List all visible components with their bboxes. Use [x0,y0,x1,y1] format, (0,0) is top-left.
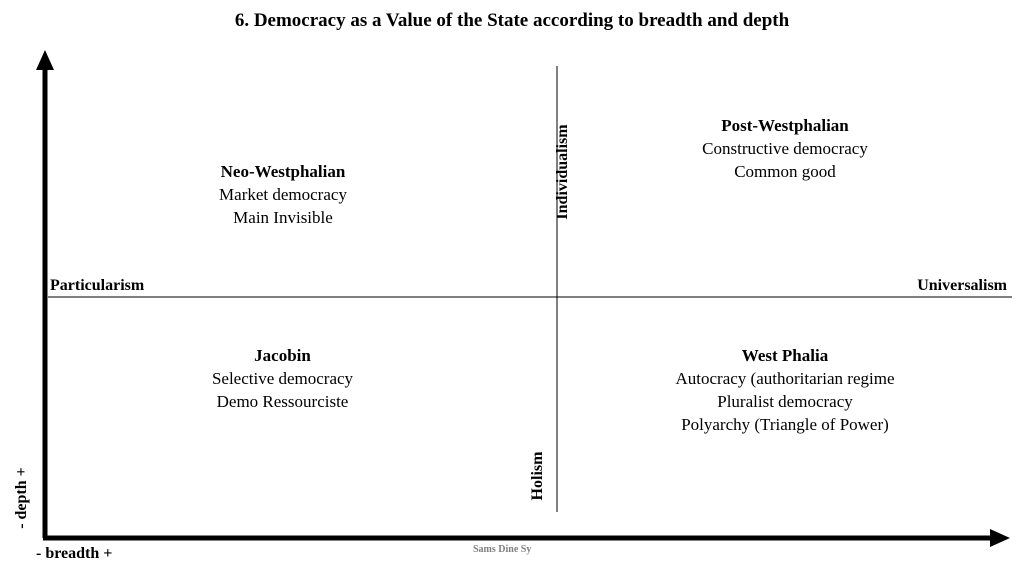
quadrant-line: Constructive democracy [702,139,868,158]
quadrant-heading: West Phalia [741,346,829,365]
diagram-title: 6. Democracy as a Value of the State acc… [234,10,790,31]
quadrant-jacobin: Jacobin Selective democracy Demo Ressour… [170,344,395,413]
axis-label-individualism: Individualism [554,124,571,220]
axis-label-particularism: Particularism [50,277,145,294]
quadrant-line: Market democracy [219,185,347,204]
quadrant-line: Autocracy (authoritarian regime [675,369,895,388]
x-axis-arrowhead [990,529,1010,547]
x-axis-label: - breadth + [36,545,113,562]
quadrant-line: Selective democracy [211,369,354,388]
quadrant-post-westphalian: Post-Westphalian Constructive democracy … [640,114,930,183]
quadrant-line: Pluralist democracy [717,392,853,411]
author-credit: Sams Dine Sy [473,544,532,555]
quadrant-line: Polyarchy (Triangle of Power) [681,415,889,434]
axis-label-holism: Holism [529,451,546,501]
quadrant-line: Demo Ressourciste [216,392,349,411]
y-axis-arrowhead [36,50,54,70]
y-axis-label: - depth + [13,467,30,529]
quadrant-west-phalia: West Phalia Autocracy (authoritarian reg… [640,344,930,436]
quadrant-heading: Post-Westphalian [721,116,849,135]
quadrant-line: Common good [734,162,836,181]
quadrant-line: Main Invisible [233,208,333,227]
axis-label-universalism: Universalism [917,277,1007,294]
quadrant-neo-westphalian: Neo-Westphalian Market democracy Main In… [183,160,383,229]
quadrant-heading: Jacobin [254,346,311,365]
quadrant-heading: Neo-Westphalian [220,162,346,181]
